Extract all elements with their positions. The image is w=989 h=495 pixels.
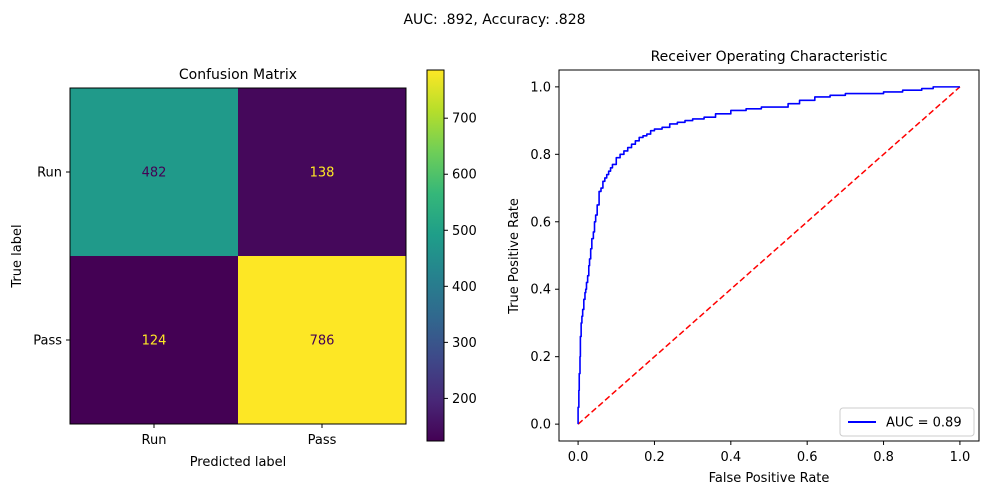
roc-y-ticks: 0.0 0.2 0.4 0.6 0.8 1.0 — [530, 80, 559, 433]
roc-x-tick-label: 0.6 — [797, 450, 818, 465]
roc-panel: Receiver Operating Characteristic 0.0 0.2… — [507, 49, 980, 486]
cm-cell — [70, 256, 238, 424]
cm-x-ticks: Run Pass — [142, 424, 337, 448]
roc-curve — [577, 86, 960, 425]
colorbar-tick-label: 600 — [452, 168, 477, 183]
cm-cells: 482 138 124 786 — [70, 88, 406, 424]
colorbar-tick-label: 200 — [452, 392, 477, 407]
roc-x-tick-label: 0.4 — [720, 450, 741, 465]
roc-y-tick-label: 0.6 — [530, 215, 551, 230]
roc-xlabel: False Positive Rate — [709, 471, 830, 486]
cm-frame — [69, 87, 407, 425]
cm-x-tick-label: Pass — [308, 433, 337, 448]
colorbar-ticks: 200 300 400 500 600 700 — [444, 112, 477, 407]
cm-y-tick-label: Pass — [33, 334, 62, 349]
cm-cell-value: 138 — [310, 166, 335, 181]
roc-x-tick-label: 0.2 — [644, 450, 665, 465]
colorbar-gradient — [426, 69, 445, 442]
roc-plot — [577, 86, 961, 425]
roc-frame — [558, 69, 980, 442]
roc-y-tick-label: 0.0 — [530, 418, 551, 433]
legend-box — [839, 407, 975, 437]
cm-cell — [70, 88, 238, 256]
cm-y-tick-label: Run — [37, 166, 62, 181]
cm-title: Confusion Matrix — [179, 67, 297, 83]
roc-y-tick-label: 0.4 — [530, 283, 551, 298]
cm-cell — [238, 256, 406, 424]
roc-ylabel: True Positive Rate — [507, 198, 522, 315]
roc-y-tick-label: 1.0 — [530, 80, 551, 95]
roc-legend: AUC = 0.89 — [839, 407, 975, 437]
cm-cell-value: 482 — [142, 166, 167, 181]
cm-ylabel: True label — [10, 224, 25, 288]
cm-cell-value: 786 — [310, 334, 335, 349]
confusion-matrix-panel: Confusion Matrix 482 138 124 786 Run Pass Ru… — [10, 67, 407, 470]
colorbar: 200 300 400 500 600 700 — [426, 69, 477, 442]
cm-xlabel: Predicted label — [190, 455, 287, 470]
cm-y-ticks: Run Pass — [33, 166, 70, 349]
cm-cell-value: 124 — [142, 334, 167, 349]
colorbar-tick-label: 700 — [452, 112, 477, 127]
roc-x-tick-label: 0.0 — [568, 450, 589, 465]
roc-title: Receiver Operating Characteristic — [651, 49, 888, 65]
roc-y-tick-label: 0.2 — [530, 350, 551, 365]
colorbar-tick-label: 400 — [452, 280, 477, 295]
colorbar-tick-label: 500 — [452, 224, 477, 239]
cm-cell — [238, 88, 406, 256]
figure-suptitle: AUC: .892, Accuracy: .828 — [403, 12, 585, 28]
colorbar-tick-label: 300 — [452, 336, 477, 351]
legend-label: AUC = 0.89 — [886, 416, 962, 431]
roc-y-tick-label: 0.8 — [530, 148, 551, 163]
roc-x-tick-label: 0.8 — [873, 450, 894, 465]
roc-x-tick-label: 1.0 — [950, 450, 971, 465]
roc-x-ticks: 0.0 0.2 0.4 0.6 0.8 1.0 — [568, 441, 971, 465]
roc-chance-line — [577, 86, 961, 425]
cm-x-tick-label: Run — [142, 433, 167, 448]
